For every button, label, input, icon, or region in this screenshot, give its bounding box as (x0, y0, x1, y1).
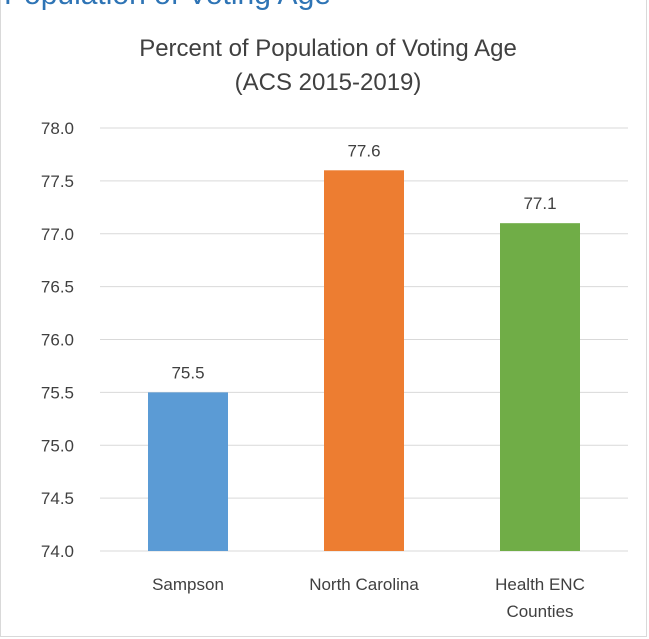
x-tick-label: North Carolina (309, 575, 419, 594)
data-labels: 75.5 77.6 77.1 (171, 141, 556, 382)
data-label: 77.6 (347, 141, 380, 160)
document-heading: Population of Voting Age (4, 0, 331, 12)
bar (324, 170, 404, 552)
y-tick-label: 77.0 (41, 225, 74, 244)
chart-title: Percent of Population of Voting Age (139, 35, 517, 62)
y-axis: 74.0 74.5 75.0 75.5 76.0 76.5 77.0 77.5 78.0 (41, 119, 74, 561)
bar (148, 392, 228, 551)
y-tick-label: 77.5 (41, 172, 74, 191)
y-tick-label: 74.5 (41, 489, 74, 508)
y-tick-label: 75.0 (41, 436, 74, 455)
y-tick-label: 76.5 (41, 278, 74, 297)
y-tick-label: 76.0 (41, 331, 74, 350)
y-tick-label: 75.5 (41, 383, 74, 402)
bars (148, 170, 580, 552)
x-tick-label: Sampson (152, 575, 224, 594)
data-label: 77.1 (523, 194, 556, 213)
bar (500, 223, 580, 552)
y-tick-label: 74.0 (41, 542, 74, 561)
document-heading-clip: Population of Voting Age (0, 0, 649, 12)
x-axis: Sampson North Carolina Health ENC Counties (152, 575, 585, 621)
data-label: 75.5 (171, 363, 204, 382)
x-tick-label: Counties (506, 602, 573, 621)
chart-subtitle: (ACS 2015-2019) (235, 69, 422, 96)
x-tick-label: Health ENC (495, 575, 585, 594)
y-tick-label: 78.0 (41, 119, 74, 138)
